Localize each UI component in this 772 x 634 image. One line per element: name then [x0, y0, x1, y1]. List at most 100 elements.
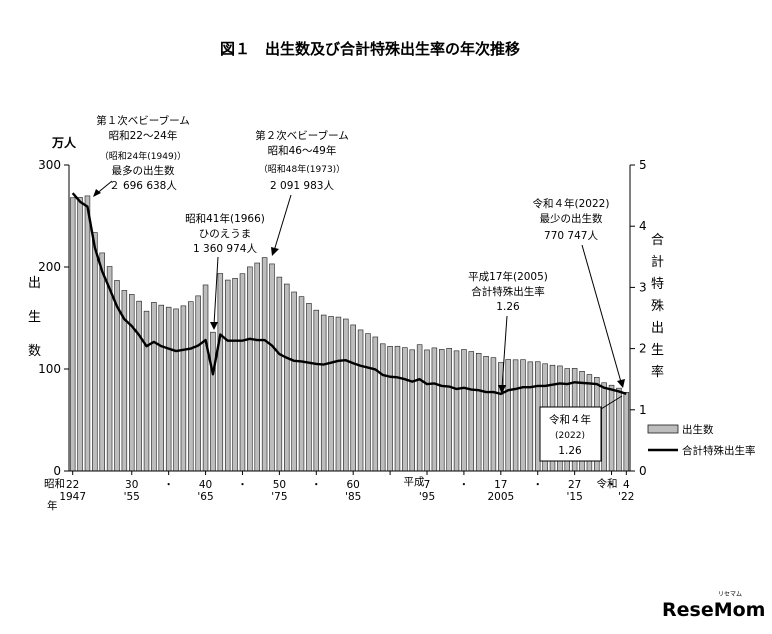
birth-bar — [402, 347, 408, 472]
x-tick-label-era: 30 — [125, 479, 138, 491]
annotation-line: 昭和46～49年 — [268, 144, 337, 157]
birth-bar — [350, 324, 356, 472]
annotation-line: (2022) — [555, 431, 585, 441]
birth-bar — [284, 283, 290, 472]
right-tick-label: 4 — [639, 219, 647, 233]
birth-bar — [335, 316, 342, 472]
annotation-line: 第２次ベビーブーム — [255, 129, 349, 142]
right-axis-label-char: 殊 — [651, 299, 664, 314]
annotation-h17: 平成17年(2005) 合計特殊出生率 1.26 — [468, 270, 548, 394]
x-tick-label-year: '95 — [419, 491, 435, 503]
birth-bar — [475, 352, 482, 472]
right-axis-ticks: 0 1 2 3 4 5 — [630, 158, 647, 478]
annotation-line: 令和４年(2022) — [533, 197, 610, 210]
x-heisei-label: 平成 — [404, 476, 425, 488]
legend-bar-swatch — [647, 424, 679, 434]
annotation-line: ひのえうま — [199, 228, 252, 240]
birth-bar — [616, 387, 622, 472]
birth-bar — [394, 345, 401, 472]
left-tick-label: 0 — [53, 464, 61, 478]
birth-bar — [409, 349, 415, 472]
x-tick-label-year: 2005 — [487, 491, 514, 503]
left-tick-label: 300 — [38, 158, 61, 172]
annotation-line: （昭和48年(1973)） — [259, 163, 345, 175]
birth-bar — [365, 333, 371, 472]
left-axis-label-char: 出 — [28, 276, 41, 291]
annotation-box — [539, 406, 602, 462]
birth-bar — [136, 300, 142, 472]
right-axis-label-char: 計 — [651, 254, 664, 270]
right-axis-label-char: 合 — [651, 233, 664, 248]
right-axis-label-char: 出 — [651, 321, 664, 336]
right-tick-label: 1 — [639, 403, 647, 417]
x-era-label: 昭和 — [44, 478, 65, 490]
left-axis-ticks: 0 100 200 300 — [38, 158, 69, 478]
x-tick-label-era: ・ — [237, 479, 248, 491]
annotation-line: 昭和41年(1966) — [185, 212, 265, 225]
annotation-line: 770 747人 — [544, 230, 598, 242]
annotation-arrow — [581, 244, 622, 383]
birth-bar — [151, 302, 157, 472]
x-tick-label-era: 4 — [623, 479, 630, 491]
birth-bar — [520, 359, 526, 472]
birth-bar — [180, 305, 187, 472]
x-tick-label-era: ・ — [163, 479, 174, 491]
annotation-line: （昭和24年(1949)） — [100, 150, 186, 162]
legend-line-label: 合計特殊出生率 — [682, 444, 756, 457]
birth-bar — [490, 357, 497, 472]
birth-bar — [601, 382, 607, 472]
left-axis-label-char: 生 — [28, 310, 41, 325]
x-tick-label-year: '55 — [124, 491, 140, 503]
x-tick-label-era: 27 — [568, 479, 581, 491]
birth-bar — [173, 308, 179, 472]
birth-bar — [129, 294, 135, 472]
birth-bar — [291, 291, 297, 472]
right-tick-label: 3 — [639, 280, 647, 294]
birth-bar — [512, 359, 519, 472]
annotation-line: 最多の出生数 — [112, 164, 175, 177]
x-tick-label-year: '75 — [271, 491, 287, 503]
annotation-arrow — [600, 395, 623, 410]
arrow-head — [210, 322, 218, 330]
chart-title: 図１ 出生数及び合計特殊出生率の年次推移 — [220, 40, 520, 58]
birth-bar — [210, 331, 216, 472]
birth-bar — [320, 314, 327, 472]
birth-bar — [527, 361, 534, 472]
birth-bar — [77, 197, 83, 472]
left-axis-label-char: 数 — [28, 344, 41, 359]
birth-bar — [276, 276, 283, 472]
right-axis-label-char: 率 — [651, 364, 664, 380]
x-tick-label-era: 50 — [273, 479, 286, 491]
birth-bar — [505, 359, 511, 472]
x-tick-label-year: 1947 — [59, 491, 86, 503]
birth-bar — [468, 351, 475, 472]
birth-bar — [232, 278, 238, 472]
birth-bar — [446, 347, 452, 472]
x-tick-label-year: '15 — [567, 491, 583, 503]
x-tick-label-era: 40 — [199, 479, 212, 491]
annotation-r4-births: 令和４年(2022) 最少の出生数 770 747人 — [533, 197, 625, 388]
birth-bar — [92, 232, 98, 472]
birth-bar — [106, 266, 113, 472]
x-tick-label-year: '22 — [618, 491, 634, 503]
fertility-rate-line — [71, 192, 627, 396]
birth-bar — [623, 392, 630, 472]
birth-bar — [424, 349, 430, 472]
birth-bar — [202, 284, 209, 472]
arrow-head — [498, 385, 506, 394]
x-tick-label-era: 22 — [66, 479, 79, 491]
annotation-line: 1.26 — [496, 301, 520, 313]
annotation-arrow — [213, 256, 219, 326]
birth-bar — [483, 356, 489, 472]
x-tick-label-era: 60 — [347, 479, 360, 491]
annotation-arrow — [501, 315, 508, 389]
left-axis-label: 出 生 数 — [28, 276, 41, 359]
legend-bar-label: 出生数 — [682, 423, 714, 436]
birth-bar — [431, 347, 438, 472]
birth-bar — [534, 361, 541, 472]
annotation-line: 最少の出生数 — [540, 212, 603, 225]
birth-bar — [608, 384, 615, 472]
x-tick-label-era: ・ — [532, 479, 543, 491]
right-tick-label: 2 — [639, 342, 647, 356]
